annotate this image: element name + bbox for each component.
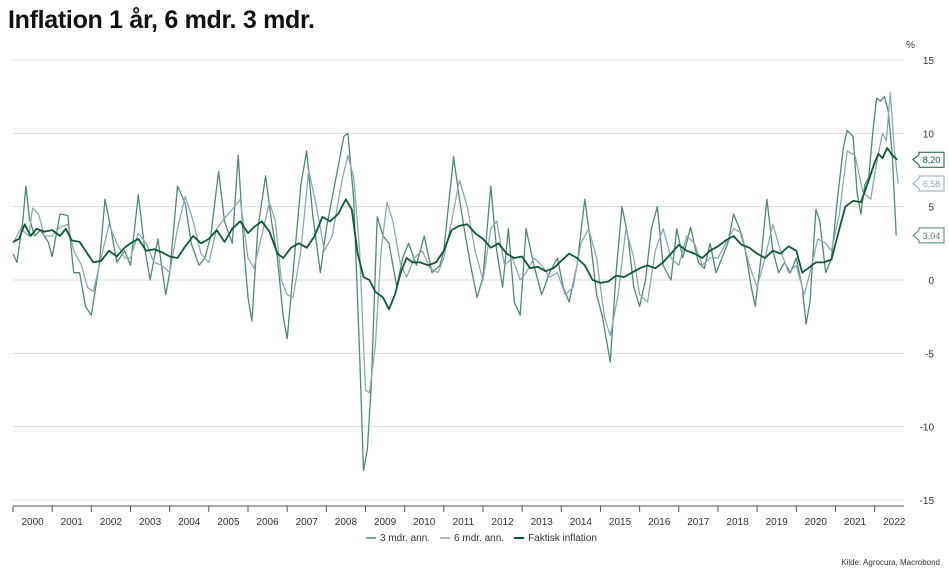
legend: 3 mdr. ann. 6 mdr. ann. Faktisk inflation xyxy=(366,533,597,544)
end-label-box xyxy=(912,175,945,192)
series-line xyxy=(12,96,897,472)
legend-item-label: 3 mdr. ann. xyxy=(380,533,430,544)
series-lines xyxy=(12,91,899,472)
x-tick-label: 2008 xyxy=(335,517,358,528)
legend-item-label: 6 mdr. ann. xyxy=(454,533,504,544)
y-tick-label: 0 xyxy=(928,276,934,287)
x-tick-label: 2014 xyxy=(570,517,593,528)
end-label-box xyxy=(912,151,945,168)
x-tick-label: 2020 xyxy=(805,517,828,528)
end-value-label: 6,58 xyxy=(923,179,941,189)
y-tick-label: -15 xyxy=(920,496,935,507)
x-tick-label: 2010 xyxy=(413,517,436,528)
x-tick-label: 2006 xyxy=(256,517,279,528)
x-tick-label: 2011 xyxy=(453,517,475,528)
x-tick-label: 2013 xyxy=(531,517,554,528)
series-line xyxy=(12,91,899,394)
x-tick-label: 2018 xyxy=(726,517,749,528)
x-tick-label: 2019 xyxy=(766,517,789,528)
y-tick-label: 10 xyxy=(923,129,935,140)
x-tick-label: 2005 xyxy=(217,517,240,528)
x-tick-label: 2003 xyxy=(139,517,162,528)
x-tick-label: 2001 xyxy=(61,517,84,528)
series-line xyxy=(12,147,898,311)
x-tick-label: 2004 xyxy=(178,517,201,528)
chart-title: Inflation 1 år, 6 mdr. 3 mdr. xyxy=(8,6,315,34)
x-tick-label: 2012 xyxy=(491,517,514,528)
x-tick-label: 2017 xyxy=(687,517,710,528)
y-tick-label: -10 xyxy=(920,423,935,434)
y-axis: 15 10 5 0 -5 -10 -15% xyxy=(906,40,934,507)
gridlines xyxy=(13,59,904,501)
x-tick-label: 2007 xyxy=(296,517,319,528)
y-tick-label: 15 xyxy=(923,56,935,67)
x-tick-label: 2002 xyxy=(100,517,123,528)
x-axis: 2000 2001 2002 2003 2004 2005 2006 2007 2008 2009… xyxy=(12,505,906,528)
x-tick-label: 2016 xyxy=(648,517,671,528)
y-unit-label: % xyxy=(906,40,915,51)
legend-item-label: Faktisk inflation xyxy=(528,533,597,544)
y-tick-label: -5 xyxy=(925,349,934,360)
end-value-label: 8,20 xyxy=(923,155,941,165)
x-tick-label: 2022 xyxy=(883,517,906,528)
x-tick-label: 2015 xyxy=(609,517,632,528)
x-tick-label: 2000 xyxy=(21,517,44,528)
x-tick-label: 2021 xyxy=(844,517,867,528)
end-value-label: 3,04 xyxy=(923,231,941,241)
x-tick-label: 2009 xyxy=(374,517,397,528)
end-label-box xyxy=(912,227,945,244)
source-note: Kilde: Agrocura, Macrobond xyxy=(841,558,940,567)
end-labels: 3,04 6,58 8,20 xyxy=(912,151,945,244)
y-tick-label: 5 xyxy=(928,203,934,214)
